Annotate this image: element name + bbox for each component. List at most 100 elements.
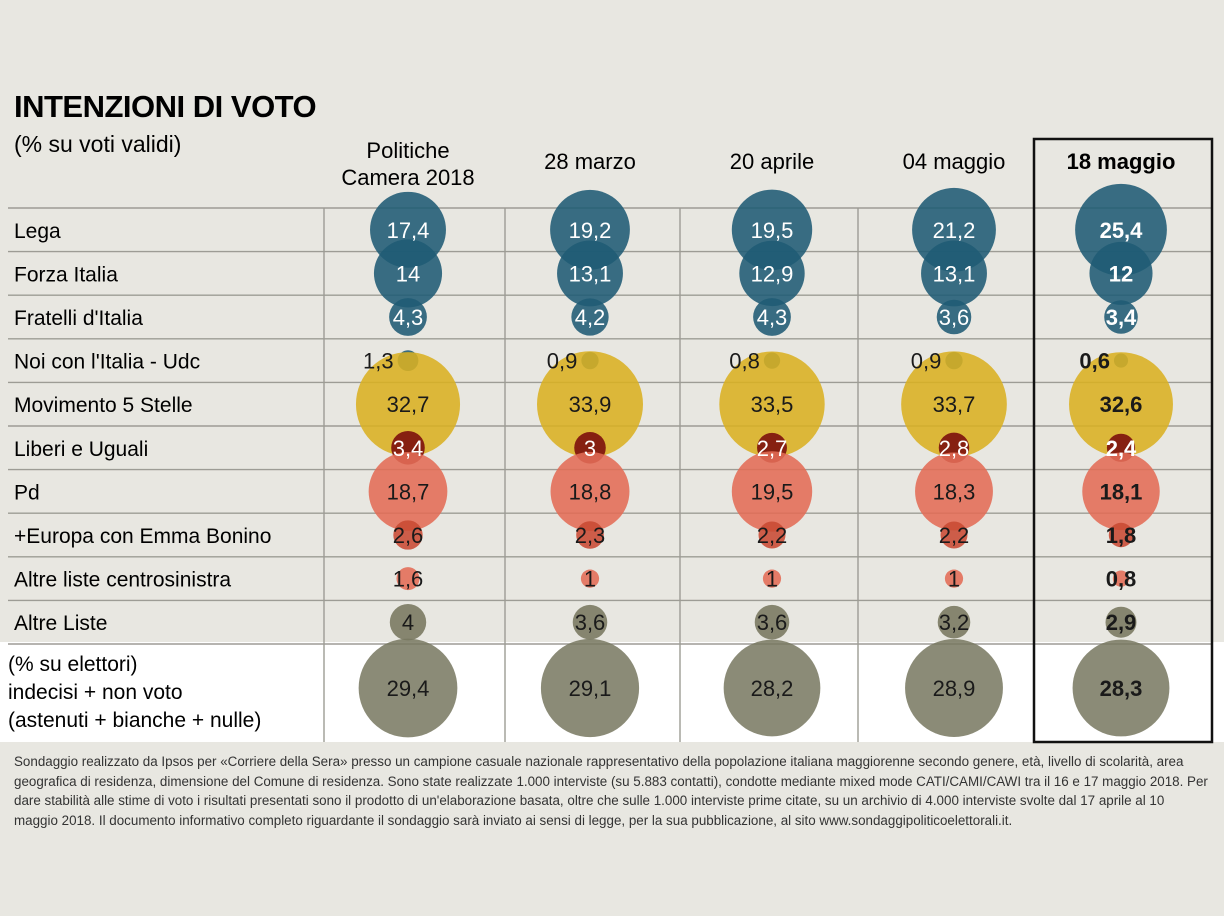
bubble [762, 569, 782, 588]
bubble [550, 451, 630, 531]
bubble [937, 605, 971, 639]
value-label: 19,5 [751, 479, 794, 504]
bubble [576, 521, 604, 549]
bubble [396, 567, 420, 591]
value-label: 1 [584, 567, 596, 592]
bubble [739, 240, 805, 307]
row-label: Forza Italia [14, 263, 118, 286]
bubble [1082, 452, 1160, 531]
bubble [368, 452, 448, 531]
value-label: 17,4 [387, 218, 430, 243]
value-label: 1,3 [363, 349, 394, 374]
value-label: 1,8 [1106, 523, 1137, 548]
bubble [389, 603, 427, 641]
column-header: 28 marzo [544, 149, 636, 174]
value-label: 13,1 [933, 261, 976, 286]
chart-title: INTENZIONI DI VOTO [14, 89, 316, 124]
row-label: Movimento 5 Stelle [14, 394, 193, 417]
value-label: 2,7 [757, 436, 788, 461]
value-label: 3,6 [575, 610, 606, 635]
value-label: 3,6 [939, 305, 970, 330]
row-label: Fratelli d'Italia [14, 307, 143, 330]
value-label: 0,9 [547, 349, 578, 374]
bubble [753, 298, 791, 336]
bubble [754, 604, 790, 640]
row-label: Altre Liste [14, 612, 107, 635]
bubble [731, 451, 813, 532]
row-label: Noi con l'Italia - Udc [14, 351, 200, 374]
row-label: +Europa con Emma Bonino [14, 525, 271, 548]
value-label: 3,2 [939, 610, 970, 635]
value-label: 32,6 [1100, 392, 1143, 417]
column-header: 04 maggio [903, 149, 1006, 174]
bubble [921, 240, 987, 307]
bottom-row-label: (% su elettori) [8, 653, 138, 676]
value-label: 3,4 [1106, 305, 1137, 330]
value-label: 25,4 [1100, 218, 1144, 243]
bubble [719, 351, 825, 457]
column-header: Camera 2018 [341, 165, 474, 190]
value-label: 18,1 [1100, 479, 1143, 504]
row-label: Lega [14, 220, 61, 243]
value-label: 1,6 [393, 567, 424, 592]
bubble [940, 521, 968, 549]
bubble [557, 240, 623, 307]
value-label: 3,4 [393, 436, 424, 461]
bottom-row-label: (astenuti + bianche + nulle) [8, 709, 261, 732]
bottom-row-label: indecisi + non voto [8, 681, 183, 704]
bubble [1069, 352, 1173, 457]
value-label: 2,6 [393, 523, 424, 548]
bubble [901, 351, 1007, 458]
value-label: 0,6 [1079, 349, 1110, 374]
value-label: 0,8 [1106, 567, 1137, 592]
bubble [373, 239, 443, 308]
value-label: 28,9 [933, 676, 976, 701]
value-label: 2,2 [939, 523, 970, 548]
bubble [1105, 606, 1137, 638]
value-label: 1 [948, 567, 960, 592]
column-header: 20 aprile [730, 149, 814, 174]
value-label: 4 [402, 610, 414, 635]
value-label: 3 [584, 436, 596, 461]
chart-subtitle: (% su voti validi) [14, 131, 181, 157]
bubble [572, 604, 608, 640]
value-label: 29,4 [387, 676, 430, 701]
value-label: 0,8 [729, 349, 760, 374]
row-label: Liberi e Uguali [14, 438, 148, 461]
bubble [537, 351, 643, 458]
value-label: 2,2 [757, 523, 788, 548]
bubble [1112, 570, 1130, 587]
value-label: 32,7 [387, 392, 430, 417]
value-label: 33,7 [933, 392, 976, 417]
bubbles-layer [355, 183, 1173, 738]
row-label: Altre liste centrosinistra [14, 569, 231, 592]
value-label: 13,1 [569, 261, 612, 286]
bubble [540, 638, 640, 738]
value-label: 19,2 [569, 218, 612, 243]
bubble [1104, 300, 1138, 334]
value-label: 19,5 [751, 218, 794, 243]
value-label: 29,1 [569, 676, 612, 701]
value-label: 3,6 [757, 610, 788, 635]
value-label: 33,5 [751, 392, 794, 417]
bubble [1072, 639, 1170, 737]
bubble [905, 639, 1003, 737]
value-label: 18,7 [387, 479, 430, 504]
bubble [389, 298, 427, 336]
bubble [758, 521, 786, 549]
value-label: 4,2 [575, 305, 606, 330]
methodology-note: Sondaggio realizzato da Ipsos per «Corri… [14, 754, 1208, 828]
bubble [1108, 522, 1134, 548]
value-label: 14 [396, 261, 420, 286]
highlight-column-frame [1032, 137, 1214, 744]
value-label: 12,9 [751, 261, 794, 286]
column-header: 18 maggio [1067, 149, 1176, 174]
value-label: 28,2 [751, 676, 794, 701]
value-label: 12 [1109, 261, 1133, 286]
row-label: Pd [14, 481, 40, 504]
bubble [936, 299, 972, 335]
value-label: 33,9 [569, 392, 612, 417]
